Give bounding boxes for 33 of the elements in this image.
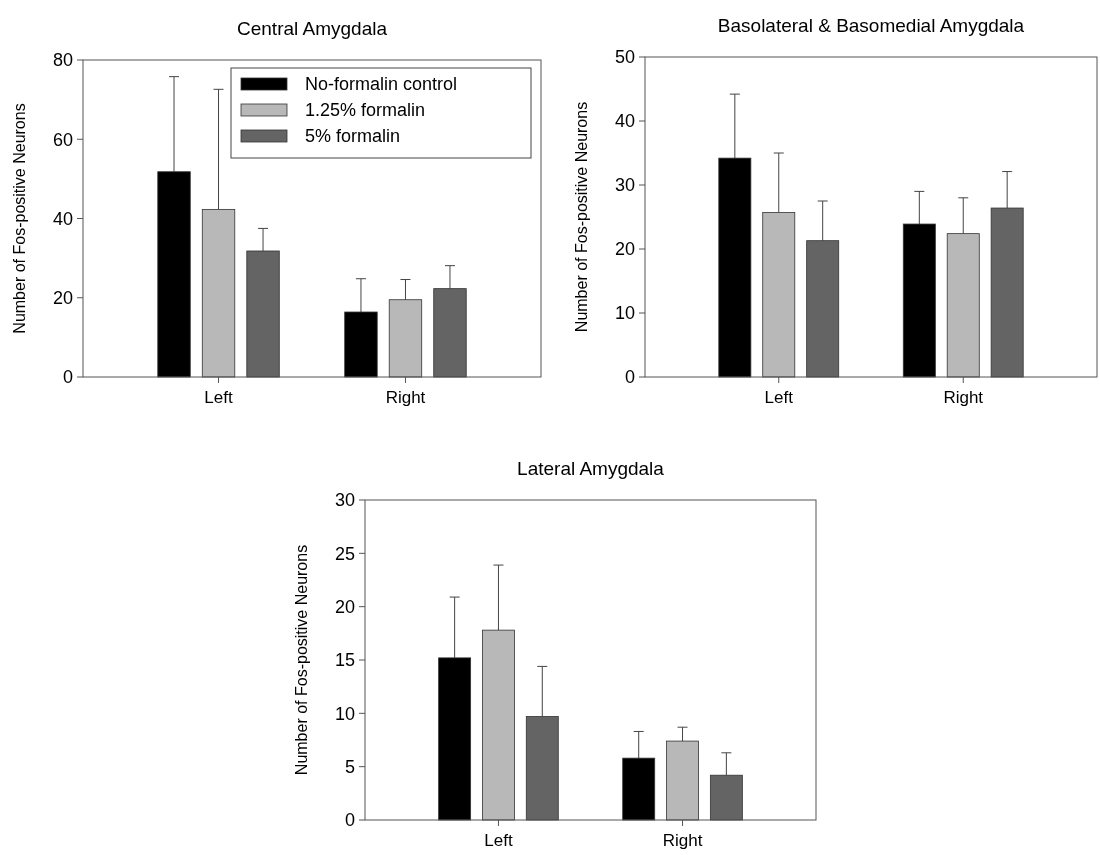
y-tick-label: 80	[52, 50, 73, 71]
y-tick-label: 0	[624, 367, 635, 388]
legend-label: 5% formalin	[305, 126, 401, 147]
y-axis-title: Number of Fos-positive Neurons	[293, 544, 310, 776]
chart-title: Central Amygdala	[237, 18, 388, 39]
y-axis-title: Number of Fos-positive Neurons	[11, 103, 28, 334]
y-tick-label: 30	[614, 175, 635, 196]
y-tick-label: 5	[344, 756, 355, 777]
y-tick-label: 15	[334, 650, 355, 671]
x-tick-label: Right	[662, 831, 703, 850]
x-tick-label: Left	[204, 388, 233, 407]
y-tick-label: 40	[52, 208, 73, 229]
y-tick-label: 10	[614, 303, 635, 324]
x-tick-label: Left	[764, 388, 794, 407]
chart-title: Lateral Amygdala	[517, 458, 665, 479]
y-tick-label: 40	[614, 111, 635, 132]
y-tick-label: 0	[344, 810, 355, 831]
y-tick-label: 30	[334, 490, 355, 511]
y-axis-title: Number of Fos-positive Neurons	[573, 101, 590, 333]
y-tick-label: 25	[334, 543, 355, 564]
x-tick-label: Left	[484, 831, 513, 850]
legend-label: No-formalin control	[305, 74, 458, 95]
x-tick-label: Right	[385, 388, 426, 407]
x-tick-label: Right	[943, 388, 984, 407]
y-tick-label: 10	[334, 703, 355, 724]
y-tick-label: 20	[614, 239, 635, 260]
y-tick-label: 0	[62, 367, 73, 388]
y-tick-label: 50	[614, 47, 635, 68]
y-tick-label: 20	[334, 596, 355, 617]
chart-title: Basolateral & Basomedial Amygdala	[717, 15, 1025, 36]
y-tick-label: 20	[52, 288, 73, 309]
legend-label: 1.25% formalin	[305, 100, 426, 121]
y-tick-label: 60	[52, 129, 73, 150]
